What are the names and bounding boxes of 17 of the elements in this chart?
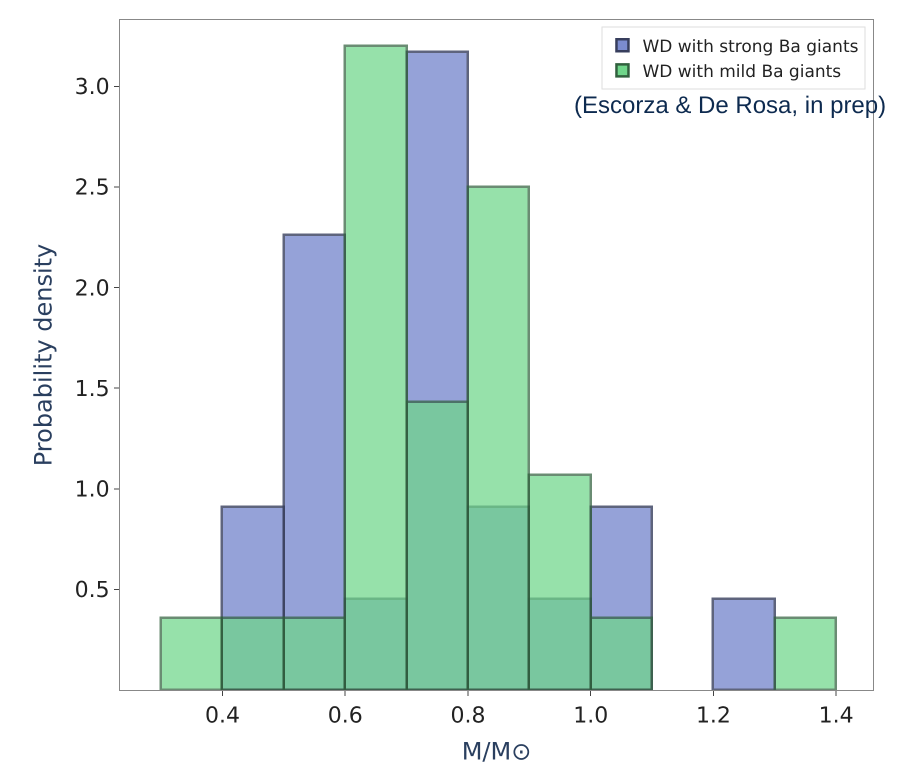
x-tick-label: 1.2 [696,703,731,728]
y-tick-label: 1.5 [74,376,110,402]
legend-label: WD with strong Ba giants [642,36,859,57]
x-tick-label: 1.0 [573,703,608,728]
annotation: (Escorza & De Rosa, in prep) [574,92,886,119]
y-tick-label: 2.5 [74,176,110,201]
y-tick-label: 0.5 [74,578,110,604]
y-tick-label: 1.0 [74,478,110,502]
x-tick-label: 0.6 [328,703,363,728]
legend-label: WD with mild Ba giants [642,62,842,82]
x-tick-label: 1.4 [818,703,854,728]
y-tick-label: 3.0 [74,75,110,100]
x-tick-label: 0.8 [450,703,486,728]
x-axis-title: M/M⊙ [462,738,532,766]
y-axis-title: Probability density [30,244,58,466]
x-tick-label: 0.4 [204,703,240,728]
y-tick-label: 2.0 [74,276,110,302]
